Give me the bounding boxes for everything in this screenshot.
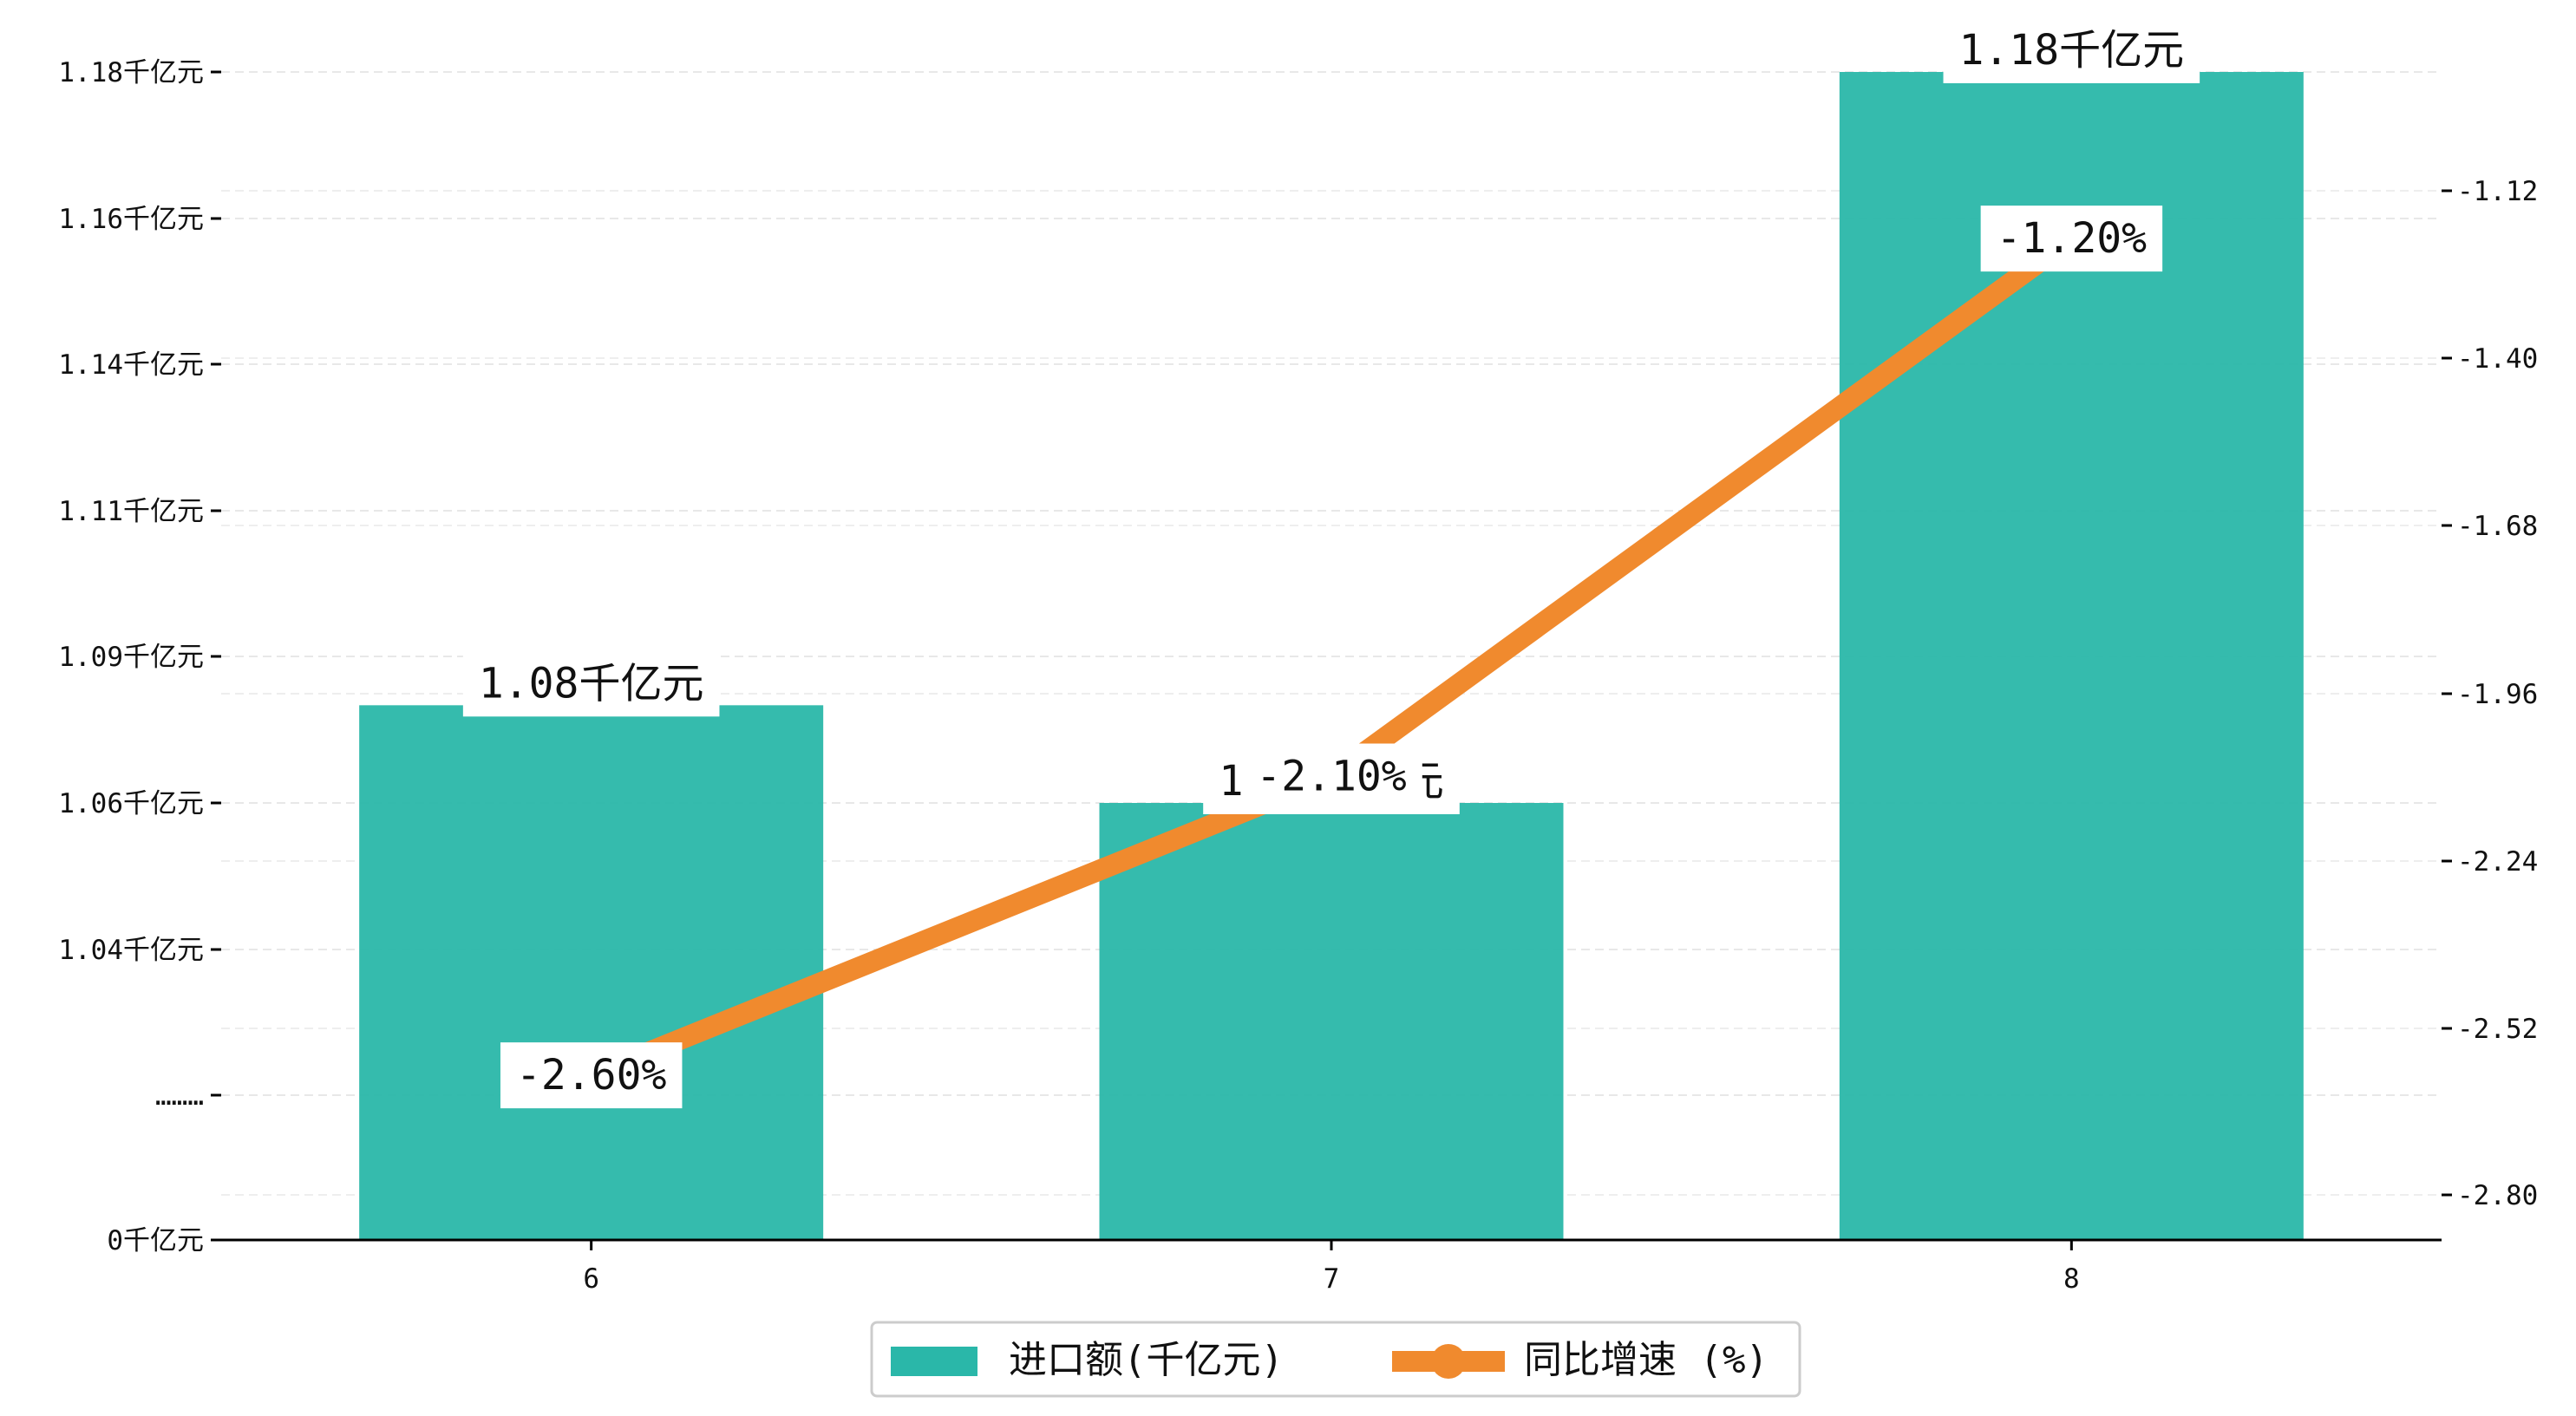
- line-value-label: -2.10%: [1240, 743, 1422, 810]
- line-value-label-box: [500, 1042, 683, 1109]
- left-tick-label: 1.14千亿元: [58, 349, 204, 381]
- bar-value-label: 1.08千亿元: [462, 650, 720, 717]
- left-tick-label: 1.06千亿元: [58, 788, 204, 819]
- line-value-label-box: [1240, 743, 1422, 810]
- left-tick-label: 1.16千亿元: [58, 204, 204, 235]
- bar-6: [359, 705, 824, 1240]
- bar-value-label-box: [462, 650, 720, 717]
- right-tick-label: -1.12: [2457, 176, 2538, 207]
- right-tick-label: -2.24: [2457, 846, 2538, 878]
- left-tick-label: 1.04千亿元: [58, 935, 204, 966]
- legend-label-bar: 进口额(千亿元): [1009, 1338, 1284, 1382]
- legend: 进口额(千亿元) 同比增速 (%): [870, 1321, 1801, 1398]
- legend-label-line: 同比增速 (%): [1524, 1338, 1769, 1382]
- left-tick-label: 1.09千亿元: [58, 642, 204, 673]
- right-tick-label: -1.40: [2457, 343, 2538, 375]
- right-tick-label: -2.80: [2457, 1180, 2538, 1211]
- line-value-label-text: -2.60%: [516, 1051, 666, 1100]
- bar-series: [359, 72, 2304, 1240]
- left-tick-label: 1.18千亿元: [58, 57, 204, 88]
- right-tick-label: -2.52: [2457, 1014, 2538, 1045]
- left-tick-label: 1.11千亿元: [58, 496, 204, 527]
- left-tick-label: ………: [155, 1080, 204, 1112]
- x-tick-label: 8: [2063, 1263, 2080, 1295]
- bar-7: [1099, 803, 1564, 1240]
- bar-value-label: 1.18千亿元: [1943, 17, 2200, 83]
- legend-swatch-marker: [1431, 1344, 1466, 1379]
- bar-value-label-box: [1943, 17, 2200, 83]
- x-tick-label: 7: [1324, 1263, 1340, 1295]
- legend-box: [870, 1321, 1801, 1398]
- line-value-label-text: -1.20%: [1997, 214, 2147, 263]
- legend-swatch-bar: [891, 1347, 977, 1376]
- line-value-label-box: [1980, 206, 2163, 272]
- left-tick-label: 0千亿元: [107, 1225, 204, 1256]
- line-value-label-text: -2.10%: [1256, 753, 1406, 801]
- line-value-label: -2.60%: [500, 1042, 683, 1109]
- bar-value-label-text: 1.08千亿元: [479, 659, 704, 708]
- axes: 1.18千亿元 1.16千亿元 1.14千亿元 1.11千亿元 1.09千亿元 1.06千…: [58, 57, 2538, 1295]
- line-value-label: -1.20%: [1980, 206, 2163, 272]
- right-tick-label: -1.96: [2457, 679, 2538, 710]
- bar-value-label-text: 1.18千亿元: [1959, 26, 2185, 75]
- x-tick-label: 6: [583, 1263, 599, 1295]
- right-tick-label: -1.68: [2457, 511, 2538, 542]
